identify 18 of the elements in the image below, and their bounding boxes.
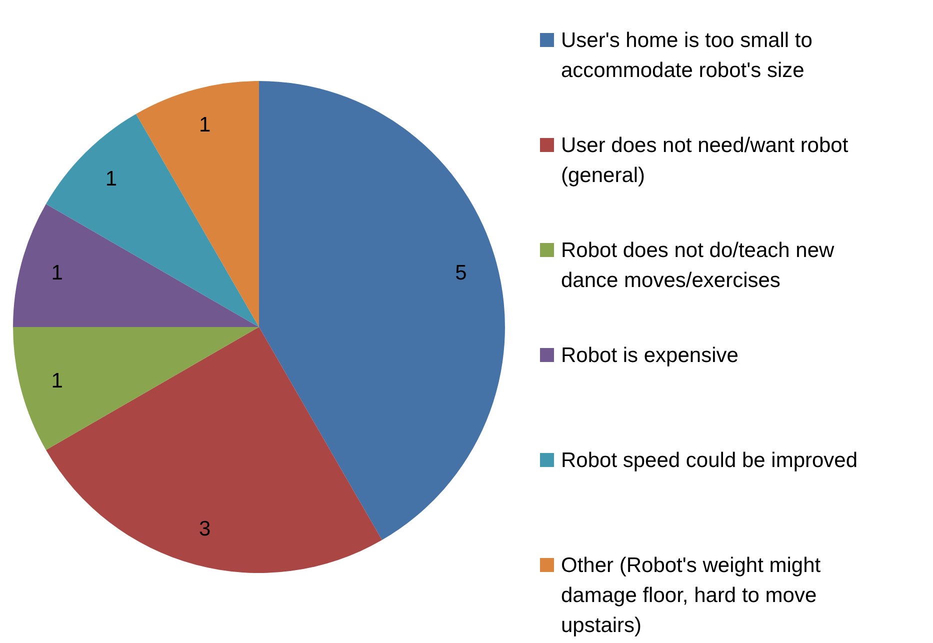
- pie-slice: [13, 327, 259, 450]
- legend-label: Robot speed could be improved: [561, 448, 858, 472]
- legend-label: Robot does not do/teach new dance moves/exercises: [561, 238, 836, 292]
- data-label: 1: [105, 168, 117, 191]
- data-label: 5: [455, 261, 467, 284]
- data-label: 1: [199, 114, 211, 137]
- data-label: 3: [199, 517, 211, 540]
- pie-slice: [136, 81, 259, 327]
- legend-label: User's home is too small to accommodate robot's size: [561, 28, 812, 82]
- legend-label: User does not need/want robot (general): [561, 134, 848, 186]
- legend-label: Robot is expensive: [561, 344, 738, 366]
- data-label: 1: [51, 261, 63, 284]
- legend-label: Other (Robot's weight might damage floor, hard to move upstairs): [561, 554, 821, 636]
- data-label: 1: [51, 370, 63, 393]
- pie-slice: [46, 114, 259, 327]
- pie-slice: [13, 204, 259, 327]
- pie-slice: [259, 81, 505, 540]
- pie-slice: [46, 327, 382, 573]
